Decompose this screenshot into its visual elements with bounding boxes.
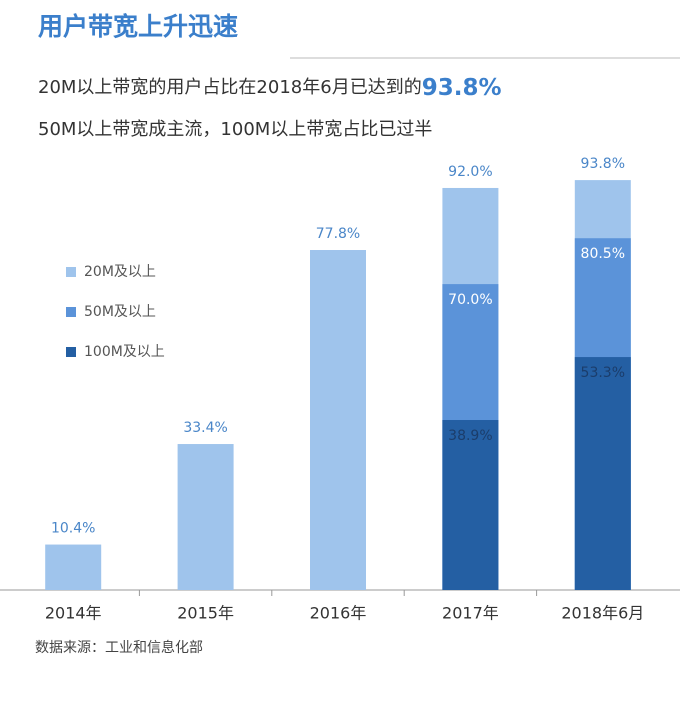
value-label: 80.5% [581,246,625,262]
legend-label: 100M及以上 [84,344,165,360]
legend-label: 50M及以上 [84,304,156,320]
x-tick-label: 2017年 [442,604,499,623]
x-tick-label: 2015年 [177,604,234,623]
subtitle-2: 50M以上带宽成主流，100M以上带宽占比已过半 [38,119,432,140]
value-label: 77.8% [316,226,360,242]
subtitle-highlight: 93.8% [422,75,502,101]
subtitle: 20M以上带宽的用户占比在2018年6月已达到的93.8% [38,75,502,101]
legend-label: 20M及以上 [84,264,156,280]
value-label: 93.8% [581,156,625,172]
value-label: 38.9% [448,428,492,444]
bar [310,250,366,590]
legend-swatch [66,267,76,277]
value-label: 92.0% [448,164,492,180]
bar [45,544,102,590]
x-tick-label: 2018年6月 [561,604,644,623]
legend-swatch [66,307,76,317]
source: 数据来源：工业和信息化部 [35,639,203,656]
value-label: 70.0% [448,292,492,308]
subtitle-text: 20M以上带宽的用户占比在2018年6月已达到的 [38,77,422,98]
x-tick-label: 2016年 [310,604,367,623]
value-label: 10.4% [51,521,95,537]
bar [177,444,234,590]
legend-swatch [66,347,76,357]
x-tick-label: 2014年 [45,604,102,623]
value-label: 53.3% [581,365,625,381]
bar [442,420,499,590]
value-label: 33.4% [183,420,227,436]
chart-title: 用户带宽上升迅速 [38,12,238,41]
bar [574,357,631,590]
